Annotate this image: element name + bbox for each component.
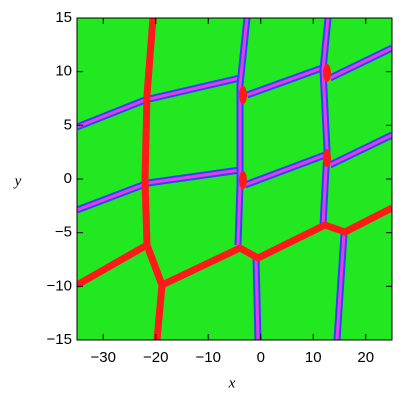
y-tick-label: 0 <box>64 170 72 187</box>
y-tick-label: 15 <box>55 9 72 26</box>
x-axis-label: x <box>228 375 236 391</box>
x-tick-label: 20 <box>357 349 374 366</box>
y-tick-label: −5 <box>55 224 72 241</box>
x-tick-label: −30 <box>91 349 116 366</box>
x-tick-label: 0 <box>257 349 265 366</box>
x-tick-label: 10 <box>305 349 322 366</box>
y-tick-label: −10 <box>47 277 72 294</box>
y-tick-label: 10 <box>55 63 72 80</box>
y-tick-label: 5 <box>64 116 72 133</box>
x-tick-label: −10 <box>196 349 221 366</box>
x-tick-label: −20 <box>143 349 168 366</box>
plot-background <box>77 18 392 340</box>
y-tick-label: −15 <box>47 331 72 348</box>
density-field <box>76 17 393 341</box>
y-axis-label: y <box>13 173 22 189</box>
